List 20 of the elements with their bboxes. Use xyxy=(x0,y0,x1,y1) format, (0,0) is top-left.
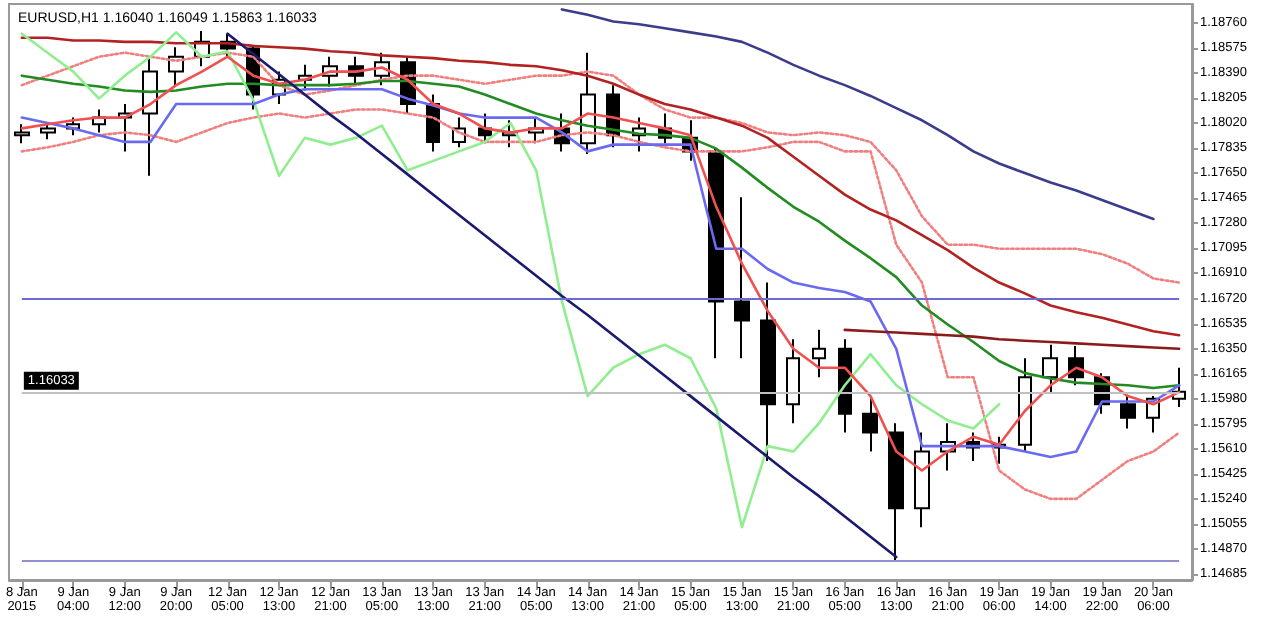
line-series xyxy=(843,328,1181,351)
line-series xyxy=(226,32,898,559)
candlestick xyxy=(1042,343,1058,394)
candlestick xyxy=(1120,395,1136,430)
line-series xyxy=(20,36,1181,337)
candlestick xyxy=(914,431,930,529)
candlestick xyxy=(734,196,750,360)
candlestick xyxy=(760,281,776,463)
candlestick xyxy=(142,55,158,177)
line-series xyxy=(20,31,1001,529)
candlestick xyxy=(786,338,800,425)
line-series xyxy=(560,8,1155,221)
candlestick xyxy=(14,123,30,145)
line-series xyxy=(20,108,1181,501)
candlestick xyxy=(40,123,56,141)
candlestick xyxy=(812,328,826,379)
candlestick xyxy=(862,395,878,453)
candlestick xyxy=(1018,357,1032,453)
candlestick xyxy=(888,422,904,563)
line-series xyxy=(20,51,1181,284)
